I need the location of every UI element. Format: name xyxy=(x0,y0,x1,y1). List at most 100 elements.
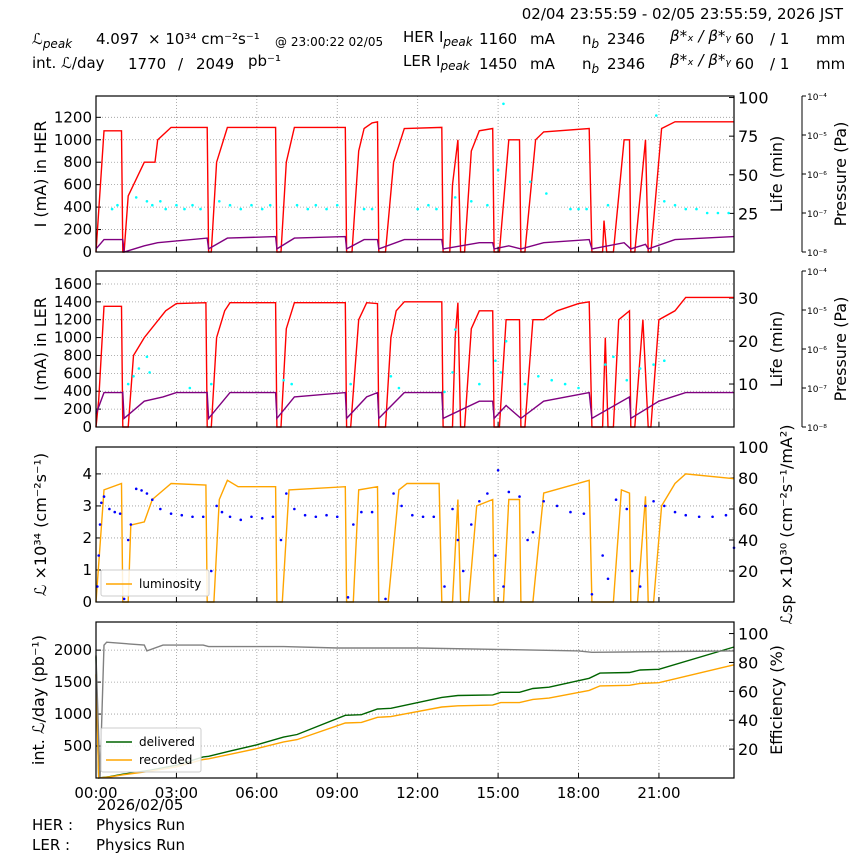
pressure-point xyxy=(502,102,505,106)
specific_luminosity-point xyxy=(98,523,102,526)
life-line xyxy=(95,235,735,253)
specific_luminosity-point xyxy=(134,487,138,491)
pressure-point xyxy=(663,200,666,203)
y-tick-label: 3 xyxy=(82,497,92,515)
pressure-tick-label: 10⁻⁵ xyxy=(807,307,827,317)
pressure-point xyxy=(673,203,677,207)
y2-tick-label: 100 xyxy=(738,438,769,457)
pressure-point xyxy=(684,207,688,211)
y2-tick-label: 80 xyxy=(738,653,758,672)
legend-label: recorded xyxy=(139,753,192,767)
pressure-point xyxy=(306,207,310,211)
lpeak-symbol: ℒ xyxy=(32,30,43,48)
her-label: HER I xyxy=(403,28,444,46)
ler-beta-y: / 1 xyxy=(770,55,790,73)
her-nb-n: n xyxy=(582,30,592,48)
y2-tick-label: 20 xyxy=(738,332,758,351)
y-tick-label: 1500 xyxy=(54,673,92,691)
ler-beta-unit: mm xyxy=(816,55,846,73)
pressure-point xyxy=(453,196,457,199)
x-tick-label: 21:00 xyxy=(637,784,680,802)
her-sub: peak xyxy=(443,35,473,49)
pressure-point xyxy=(137,367,141,370)
pressure-point xyxy=(550,378,554,382)
specific_luminosity-point xyxy=(335,515,339,519)
life-line xyxy=(95,391,734,421)
specific_luminosity-point xyxy=(96,585,99,588)
specific_luminosity-point xyxy=(279,538,283,542)
specific_luminosity-point xyxy=(663,504,666,508)
specific_luminosity-point xyxy=(400,504,403,508)
specific_luminosity-point xyxy=(271,515,275,519)
specific_luminosity-point xyxy=(325,513,328,517)
pressure-tick-label: 10⁻⁴ xyxy=(807,268,827,278)
pressure-point xyxy=(126,382,130,386)
pressure-point xyxy=(268,203,272,207)
pressure-point xyxy=(494,359,497,363)
y2-tick-label: 40 xyxy=(738,531,758,550)
y2-tick-label: 20 xyxy=(738,562,758,581)
specific_luminosity-point xyxy=(352,523,355,526)
ler-beta-label: β*ₓ / β*ᵧ xyxy=(670,51,731,69)
specific_luminosity-point xyxy=(118,512,122,515)
pressure-point xyxy=(148,371,151,374)
pressure-point xyxy=(110,207,114,211)
specific_luminosity-point xyxy=(486,492,489,495)
pressure-point xyxy=(349,382,352,386)
y2-tick-label: 80 xyxy=(738,469,758,488)
y-tick-label: 0 xyxy=(82,593,92,611)
intl-unit: pb⁻¹ xyxy=(248,52,281,70)
intl-recorded: 1770 xyxy=(128,55,167,73)
her-beta-label: β*ₓ / β*ᵧ xyxy=(670,27,731,45)
specific_luminosity-point xyxy=(673,510,677,514)
y-axis-label: I (mA) in LER xyxy=(31,297,50,401)
specific_luminosity-point xyxy=(145,492,149,495)
series-pressure xyxy=(126,328,666,394)
y-tick-label: 500 xyxy=(63,737,92,755)
y2-tick-label: 100 xyxy=(738,625,769,644)
y2-axis-label: ℒsp ×10³⁰ (cm⁻²s⁻¹/mA²) xyxy=(777,424,796,624)
specific_luminosity-point xyxy=(496,468,500,472)
y2-tick-label: 50 xyxy=(738,166,758,185)
pressure-point xyxy=(362,207,366,211)
current-line xyxy=(95,120,734,253)
x-tick-label: 18:00 xyxy=(557,784,600,802)
specific_luminosity-point xyxy=(126,538,130,542)
her-beta-unit: mm xyxy=(816,30,846,48)
specific_luminosity-point xyxy=(220,510,224,514)
specific_luminosity-point xyxy=(601,554,604,557)
series-current xyxy=(95,296,734,428)
y2-tick-label: 75 xyxy=(738,127,758,146)
y2-axis-label: Life (min) xyxy=(767,136,786,213)
pressure-point xyxy=(389,375,393,378)
her-ipeak-label: HER Ipeak xyxy=(403,28,473,49)
specific_luminosity-point xyxy=(555,504,559,508)
y-tick-label: 1200 xyxy=(54,311,92,329)
ler-sub: peak xyxy=(440,59,470,73)
pressure-point xyxy=(164,207,167,211)
specific_luminosity-point xyxy=(443,585,446,588)
specific_luminosity-point xyxy=(209,569,213,573)
ler-beta-x: 60 xyxy=(735,55,755,73)
series-efficiency xyxy=(95,641,735,779)
legend-label: luminosity xyxy=(139,577,201,591)
her-nb-sub: b xyxy=(591,37,600,51)
specific_luminosity-point xyxy=(150,498,154,502)
y-axis-label: I (mA) in HER xyxy=(31,121,50,228)
pressure-point xyxy=(282,378,285,382)
pressure-point xyxy=(705,211,709,215)
pressure-point xyxy=(486,203,489,207)
specific_luminosity-point xyxy=(411,513,414,517)
y2-tick-label: 10 xyxy=(738,375,758,394)
specific_luminosity-point xyxy=(502,585,505,588)
pressure-tick-label: 10⁻⁴ xyxy=(807,93,827,103)
pressure-point xyxy=(116,203,119,207)
specific_luminosity-point xyxy=(108,507,111,511)
pressure-point xyxy=(663,359,666,363)
pressure-point xyxy=(585,207,588,211)
pressure-point xyxy=(638,367,642,370)
pressure-point xyxy=(612,355,615,359)
pressure-point xyxy=(416,207,419,211)
plot-frame xyxy=(95,621,735,779)
plot-frame xyxy=(95,270,735,428)
